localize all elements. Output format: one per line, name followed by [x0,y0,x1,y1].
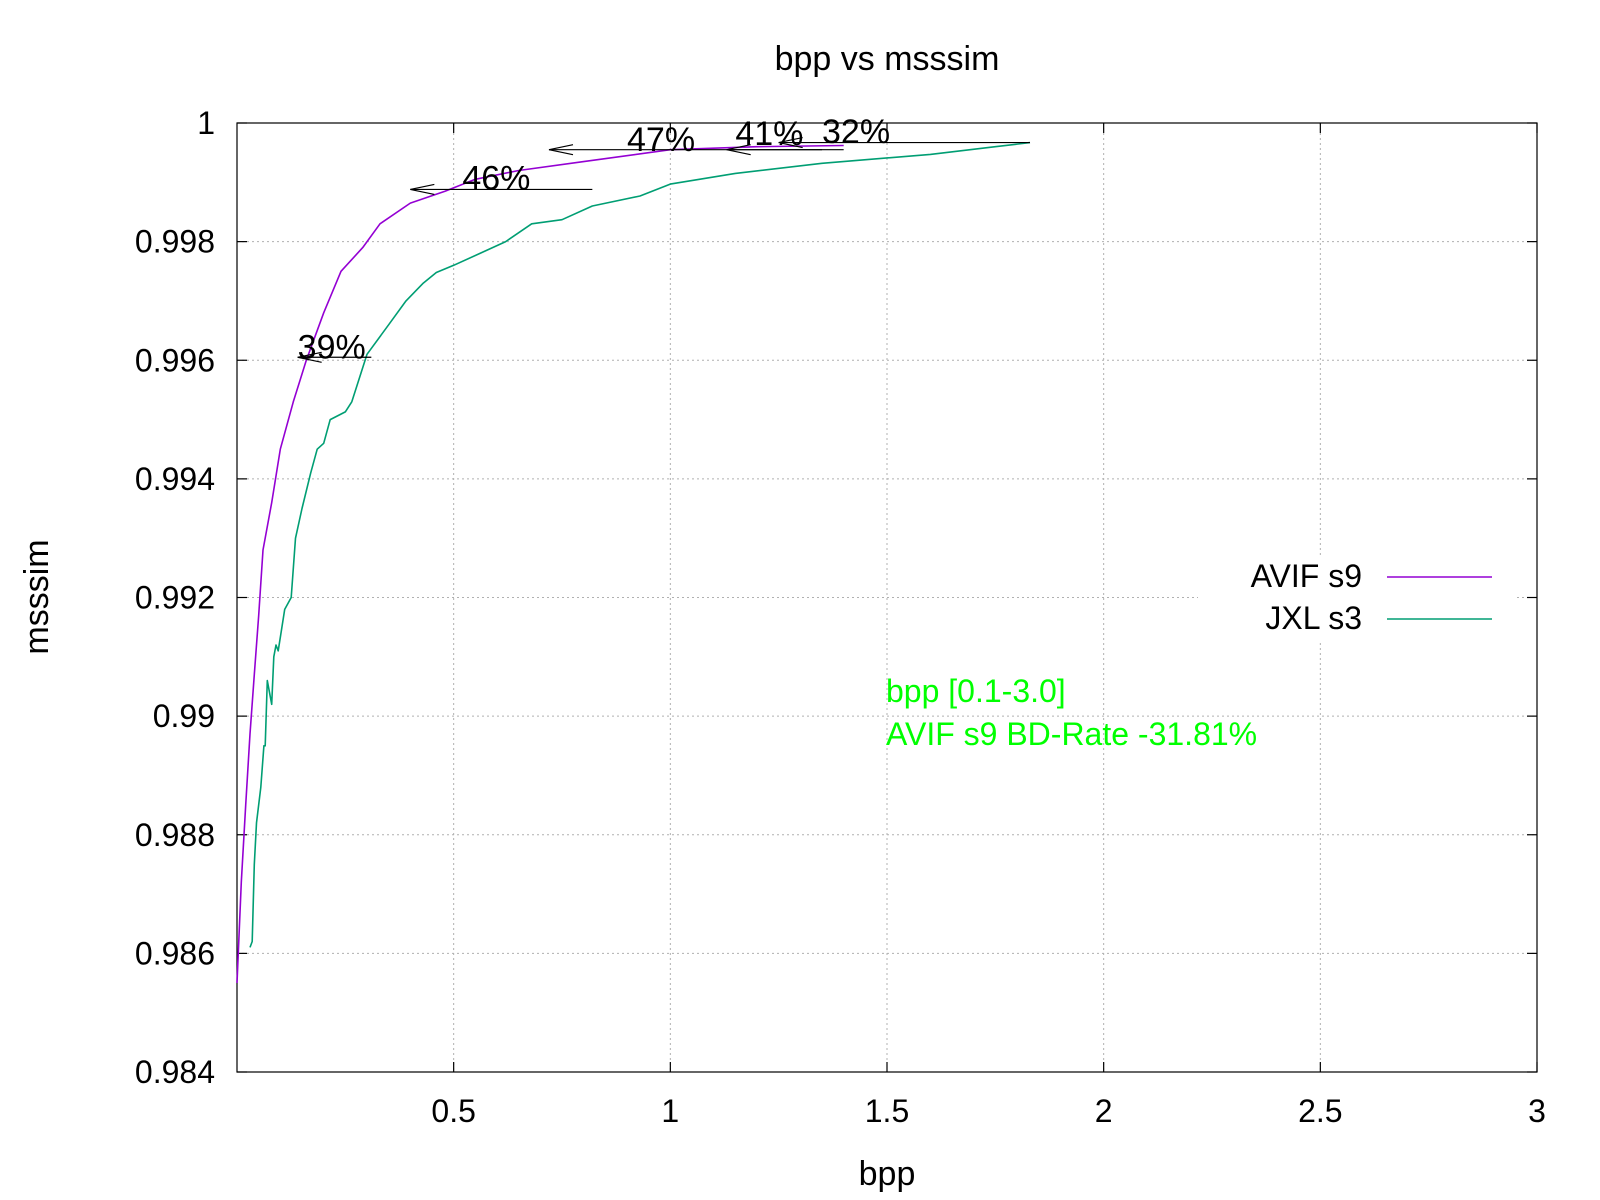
y-tick-label: 1 [197,105,215,141]
x-tick-label: 0.5 [431,1093,475,1129]
annotation-arrowhead [726,144,751,156]
bd-rate-annotation: bpp [0.1-3.0] AVIF s9 BD-Rate -31.81% [886,673,1257,752]
bd-rate-value-label: AVIF s9 BD-Rate -31.81% [886,716,1257,752]
legend-label-avif: AVIF s9 [1251,558,1362,594]
annotation-label: 32% [822,113,890,151]
annotation-arrowhead [410,183,435,196]
y-tick-label: 0.99 [153,698,215,734]
annotation-arrowhead [297,351,322,363]
annotation-label: 46% [462,159,530,197]
series-lines [236,141,1031,984]
tick-labels: 0.5 1 1.5 2 2.5 3 0.984 0.986 0.988 0.99 0.992 0.99… [135,105,1546,1129]
annotation-arrowhead [778,136,803,149]
x-axis-title: bpp [859,1155,916,1193]
annotation-arrowhead [548,144,574,156]
x-tick-label: 1.5 [865,1093,909,1129]
x-tick-label: 2.5 [1298,1093,1342,1129]
y-tick-label: 0.994 [135,461,215,497]
y-tick-label: 0.992 [135,580,215,616]
annotations: 39% 46% 47% 41% 32% [297,113,1030,366]
y-tick-label: 0.988 [135,817,215,853]
legend: AVIF s9 JXL s3 [1198,558,1514,640]
y-tick-label: 0.984 [135,1054,215,1090]
series-line-jxl-s3 [249,141,1031,948]
x-tick-label: 2 [1095,1093,1113,1129]
x-tick-label: 1 [661,1093,679,1129]
annotation-label: 47% [627,121,695,159]
y-tick-label: 0.986 [135,935,215,971]
y-tick-label: 0.998 [135,224,215,260]
legend-background [1198,558,1514,640]
annotation-label: 41% [735,115,803,153]
y-axis-title: msssim [18,539,56,654]
y-tick-label: 0.996 [135,342,215,378]
annotation-label: 39% [298,328,366,366]
chart-title: bpp vs msssim [775,40,1000,78]
grid-lines [237,123,1537,1072]
series-line-avif-s9 [236,144,844,984]
bd-rate-range-label: bpp [0.1-3.0] [886,673,1066,709]
tick-marks [237,122,1538,1073]
legend-label-jxl: JXL s3 [1265,600,1362,636]
x-tick-label: 3 [1528,1093,1546,1129]
